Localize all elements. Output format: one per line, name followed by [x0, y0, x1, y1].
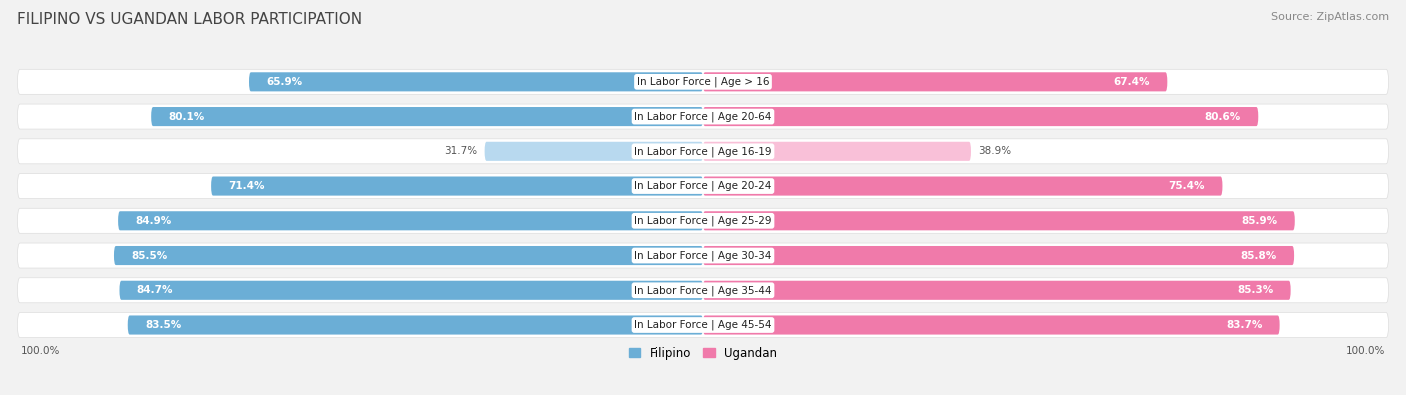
- FancyBboxPatch shape: [703, 211, 1295, 230]
- FancyBboxPatch shape: [703, 246, 1294, 265]
- Text: FILIPINO VS UGANDAN LABOR PARTICIPATION: FILIPINO VS UGANDAN LABOR PARTICIPATION: [17, 12, 361, 27]
- Text: 85.9%: 85.9%: [1241, 216, 1278, 226]
- FancyBboxPatch shape: [17, 243, 1389, 268]
- FancyBboxPatch shape: [17, 173, 1389, 199]
- FancyBboxPatch shape: [17, 139, 1389, 164]
- Text: 84.7%: 84.7%: [136, 285, 173, 295]
- FancyBboxPatch shape: [211, 177, 703, 196]
- Text: In Labor Force | Age 30-34: In Labor Force | Age 30-34: [634, 250, 772, 261]
- Text: 83.5%: 83.5%: [145, 320, 181, 330]
- FancyBboxPatch shape: [249, 72, 703, 91]
- FancyBboxPatch shape: [485, 142, 703, 161]
- Text: 75.4%: 75.4%: [1168, 181, 1205, 191]
- FancyBboxPatch shape: [703, 107, 1258, 126]
- Text: 85.8%: 85.8%: [1240, 250, 1277, 261]
- Legend: Filipino, Ugandan: Filipino, Ugandan: [624, 342, 782, 365]
- FancyBboxPatch shape: [118, 211, 703, 230]
- Text: 71.4%: 71.4%: [228, 181, 264, 191]
- FancyBboxPatch shape: [17, 208, 1389, 233]
- FancyBboxPatch shape: [703, 281, 1291, 300]
- FancyBboxPatch shape: [120, 281, 703, 300]
- Text: 80.6%: 80.6%: [1205, 111, 1241, 122]
- FancyBboxPatch shape: [128, 316, 703, 335]
- Text: 85.5%: 85.5%: [131, 250, 167, 261]
- Text: 83.7%: 83.7%: [1226, 320, 1263, 330]
- Text: In Labor Force | Age 20-24: In Labor Force | Age 20-24: [634, 181, 772, 191]
- FancyBboxPatch shape: [703, 316, 1279, 335]
- FancyBboxPatch shape: [114, 246, 703, 265]
- Text: In Labor Force | Age 45-54: In Labor Force | Age 45-54: [634, 320, 772, 330]
- FancyBboxPatch shape: [703, 142, 972, 161]
- Text: Source: ZipAtlas.com: Source: ZipAtlas.com: [1271, 12, 1389, 22]
- Text: 38.9%: 38.9%: [979, 146, 1011, 156]
- FancyBboxPatch shape: [152, 107, 703, 126]
- FancyBboxPatch shape: [703, 177, 1222, 196]
- Text: 84.9%: 84.9%: [135, 216, 172, 226]
- FancyBboxPatch shape: [17, 278, 1389, 303]
- Text: In Labor Force | Age > 16: In Labor Force | Age > 16: [637, 77, 769, 87]
- Text: 67.4%: 67.4%: [1114, 77, 1150, 87]
- FancyBboxPatch shape: [17, 70, 1389, 94]
- Text: 31.7%: 31.7%: [444, 146, 478, 156]
- Text: In Labor Force | Age 16-19: In Labor Force | Age 16-19: [634, 146, 772, 156]
- Text: 100.0%: 100.0%: [21, 346, 60, 356]
- Text: 65.9%: 65.9%: [266, 77, 302, 87]
- Text: 100.0%: 100.0%: [1346, 346, 1385, 356]
- FancyBboxPatch shape: [17, 104, 1389, 129]
- FancyBboxPatch shape: [703, 72, 1167, 91]
- FancyBboxPatch shape: [17, 312, 1389, 337]
- Text: In Labor Force | Age 20-64: In Labor Force | Age 20-64: [634, 111, 772, 122]
- Text: In Labor Force | Age 35-44: In Labor Force | Age 35-44: [634, 285, 772, 295]
- Text: In Labor Force | Age 25-29: In Labor Force | Age 25-29: [634, 216, 772, 226]
- Text: 80.1%: 80.1%: [169, 111, 205, 122]
- Text: 85.3%: 85.3%: [1237, 285, 1274, 295]
